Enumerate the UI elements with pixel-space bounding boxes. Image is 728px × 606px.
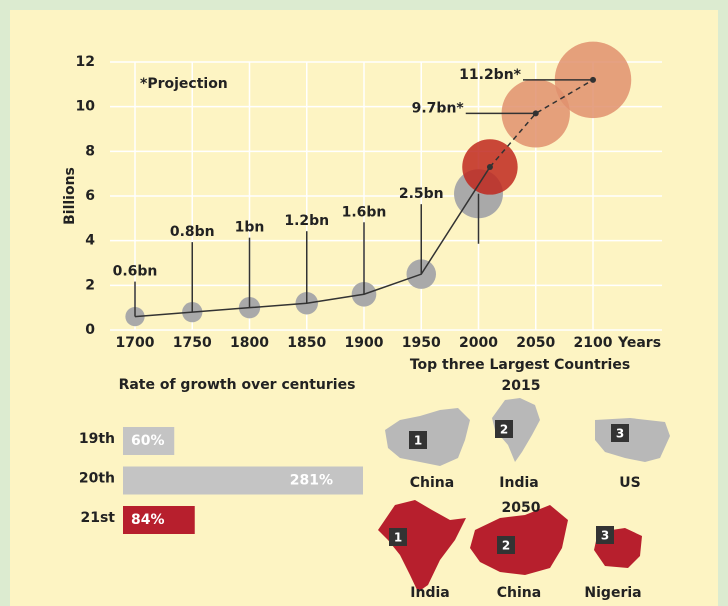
- rank-box: [495, 420, 513, 438]
- bar-chart-title: Rate of growth over centuries: [119, 377, 356, 393]
- country-name: India: [499, 475, 538, 491]
- rank: 2: [502, 539, 510, 553]
- country-name: China: [410, 475, 454, 491]
- rank: 3: [601, 529, 609, 543]
- bar: [123, 466, 363, 495]
- rank-box: [389, 528, 407, 546]
- category-label: 19th: [79, 431, 115, 447]
- rank-box: [497, 536, 515, 554]
- category-label: 20th: [79, 471, 115, 487]
- y-tick-label: 12: [76, 54, 95, 70]
- category-label: 21st: [80, 510, 115, 526]
- country-name: US: [619, 475, 640, 491]
- rank: 1: [414, 434, 422, 448]
- x-tick-label: 1700: [116, 335, 155, 351]
- country-name: China: [497, 585, 541, 601]
- year-label: 2050: [502, 500, 541, 516]
- value-label: 9.7bn*: [412, 100, 465, 116]
- rank: 2: [500, 423, 508, 437]
- rank: 1: [394, 531, 402, 545]
- value-label: 1.6bn: [342, 204, 387, 220]
- bar-value-label: 281%: [290, 473, 333, 489]
- rank: 3: [616, 427, 624, 441]
- value-label: 0.8bn: [170, 224, 215, 240]
- x-tick-label: 1950: [402, 335, 441, 351]
- bar: [123, 427, 175, 455]
- y-tick-label: 10: [76, 99, 96, 115]
- bar: [123, 506, 195, 534]
- rank-box: [596, 526, 614, 544]
- y-tick-label: 6: [85, 188, 95, 204]
- x-tick-label: 1750: [173, 335, 212, 351]
- annotation: *Projection: [140, 76, 228, 92]
- value-label: 0.6bn: [113, 264, 158, 280]
- x-tick-label: 1800: [230, 335, 269, 351]
- y-tick-label: 8: [85, 143, 95, 159]
- x-tick-label: 2100: [574, 335, 613, 351]
- value-label: 1bn: [235, 220, 265, 236]
- x-tick-label: 1850: [287, 335, 326, 351]
- x-axis-label: Years: [617, 335, 661, 351]
- map-china-2015: [385, 408, 470, 466]
- x-tick-label: 1900: [345, 335, 384, 351]
- countries-title: Top three Largest Countries: [410, 357, 630, 373]
- point: [486, 163, 493, 170]
- map-india-2015: [492, 398, 540, 462]
- map-china-2050: [470, 505, 568, 575]
- rank-box: [611, 424, 629, 442]
- x-tick-label: 2000: [459, 335, 498, 351]
- rank-box: [409, 431, 427, 449]
- value-label: 11.2bn*: [459, 67, 522, 83]
- year-label: 2015: [502, 378, 541, 394]
- y-tick-label: 2: [85, 277, 95, 293]
- bar-value-label: 84%: [131, 512, 165, 528]
- x-tick-label: 2050: [516, 335, 555, 351]
- value-label: 2.5bn: [399, 186, 444, 202]
- map-india-2050: [378, 500, 466, 592]
- country-name: Nigeria: [584, 585, 641, 601]
- y-axis-label: Billions: [62, 167, 78, 225]
- y-tick-label: 0: [85, 322, 95, 338]
- value-label: 1.2bn: [284, 213, 329, 229]
- country-name: India: [410, 585, 449, 601]
- y-tick-label: 4: [85, 233, 95, 249]
- bar-value-label: 60%: [131, 433, 165, 449]
